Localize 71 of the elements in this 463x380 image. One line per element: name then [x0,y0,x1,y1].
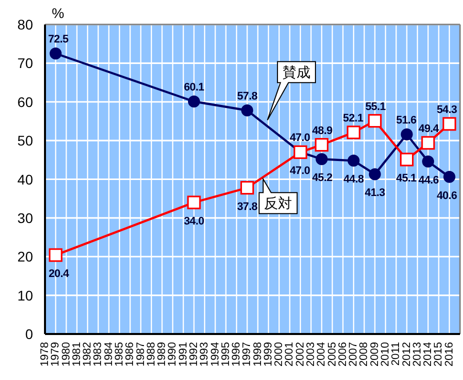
x-tick-label: 2000 [273,342,286,366]
value-label: 48.9 [312,124,332,137]
x-tick-label: 2008 [358,342,370,366]
x-tick-label: 1997 [241,342,254,366]
x-tick-label: 2013 [411,342,424,366]
value-label: 34.0 [184,215,204,228]
x-tick-label: 1991 [177,342,190,366]
value-label: 37.8 [237,200,258,213]
value-label: 55.1 [365,100,386,113]
y-tick-label: 10 [17,287,33,304]
x-tick-label: 1984 [102,342,115,366]
value-label: 40.6 [436,190,457,202]
x-tick-label: 2002 [294,342,306,366]
series-name: 反対 [264,195,292,212]
x-tick-label: 1992 [188,342,200,366]
y-tick-label: 0 [25,326,33,342]
value-label: 44.8 [343,174,364,186]
value-label: 45.1 [396,172,416,185]
y-tick-label: 80 [17,16,33,32]
value-label: 51.6 [396,114,416,126]
x-tick-label: 1998 [252,342,264,366]
x-tick-label: 1996 [230,342,243,366]
value-label: 20.4 [48,268,69,280]
x-tick-label: 1999 [262,342,274,366]
x-tick-label: 2001 [284,342,296,366]
x-tick-label: 1994 [209,342,222,366]
x-tick-label: 2012 [400,342,413,366]
y-tick-label: 40 [17,171,33,188]
value-label: 49.4 [418,122,439,135]
x-tick-label: 2007 [348,342,360,366]
x-tick-label: 2005 [326,342,338,366]
y-tick-label: 50 [17,132,33,149]
y-axis-title: % [52,5,64,21]
y-tick-label: 30 [17,210,33,226]
x-tick-label: 1982 [82,342,94,366]
value-label: 54.3 [436,104,457,116]
x-tick-label: 1981 [70,342,83,366]
x-tick-label: 1987 [134,342,147,366]
value-label: 41.3 [364,187,385,200]
x-tick-label: 2004 [316,342,328,366]
x-tick-label: 2016 [443,342,456,366]
x-tick-label: 1993 [198,342,211,366]
x-tick-label: 2010 [380,342,392,366]
x-tick-label: 1985 [113,342,126,366]
y-tick-label: 20 [17,248,33,265]
x-tick-label: 1983 [92,342,104,366]
x-tick-label: 1989 [156,342,168,366]
x-tick-label: 2003 [305,342,318,366]
x-tick-label: 1986 [124,342,136,366]
x-tick-label: 1980 [60,342,72,366]
x-tick-label: 2015 [432,342,445,366]
x-tick-label: 1988 [145,342,158,366]
value-label: 44.6 [418,174,439,186]
x-tick-label: 2009 [368,342,381,366]
series-name: 賛成 [282,64,310,80]
y-tick-label: 60 [17,94,33,110]
value-label: 45.2 [312,172,332,184]
x-tick-label: 2011 [390,342,402,366]
value-label: 47.0 [290,132,310,144]
value-label: 52.1 [342,112,364,124]
value-label: 47.0 [290,165,310,178]
x-tick-label: 1990 [166,342,179,366]
x-tick-label: 2014 [422,342,434,366]
y-tick-label: 70 [17,55,33,72]
x-tick-label: 1978 [39,342,51,366]
value-label: 57.8 [237,90,258,102]
x-tick-label: 2006 [336,342,349,366]
value-label: 72.5 [48,34,68,46]
x-tick-label: 1979 [50,342,62,366]
value-label: 60.1 [184,82,204,94]
x-tick-label: 1995 [220,342,232,366]
